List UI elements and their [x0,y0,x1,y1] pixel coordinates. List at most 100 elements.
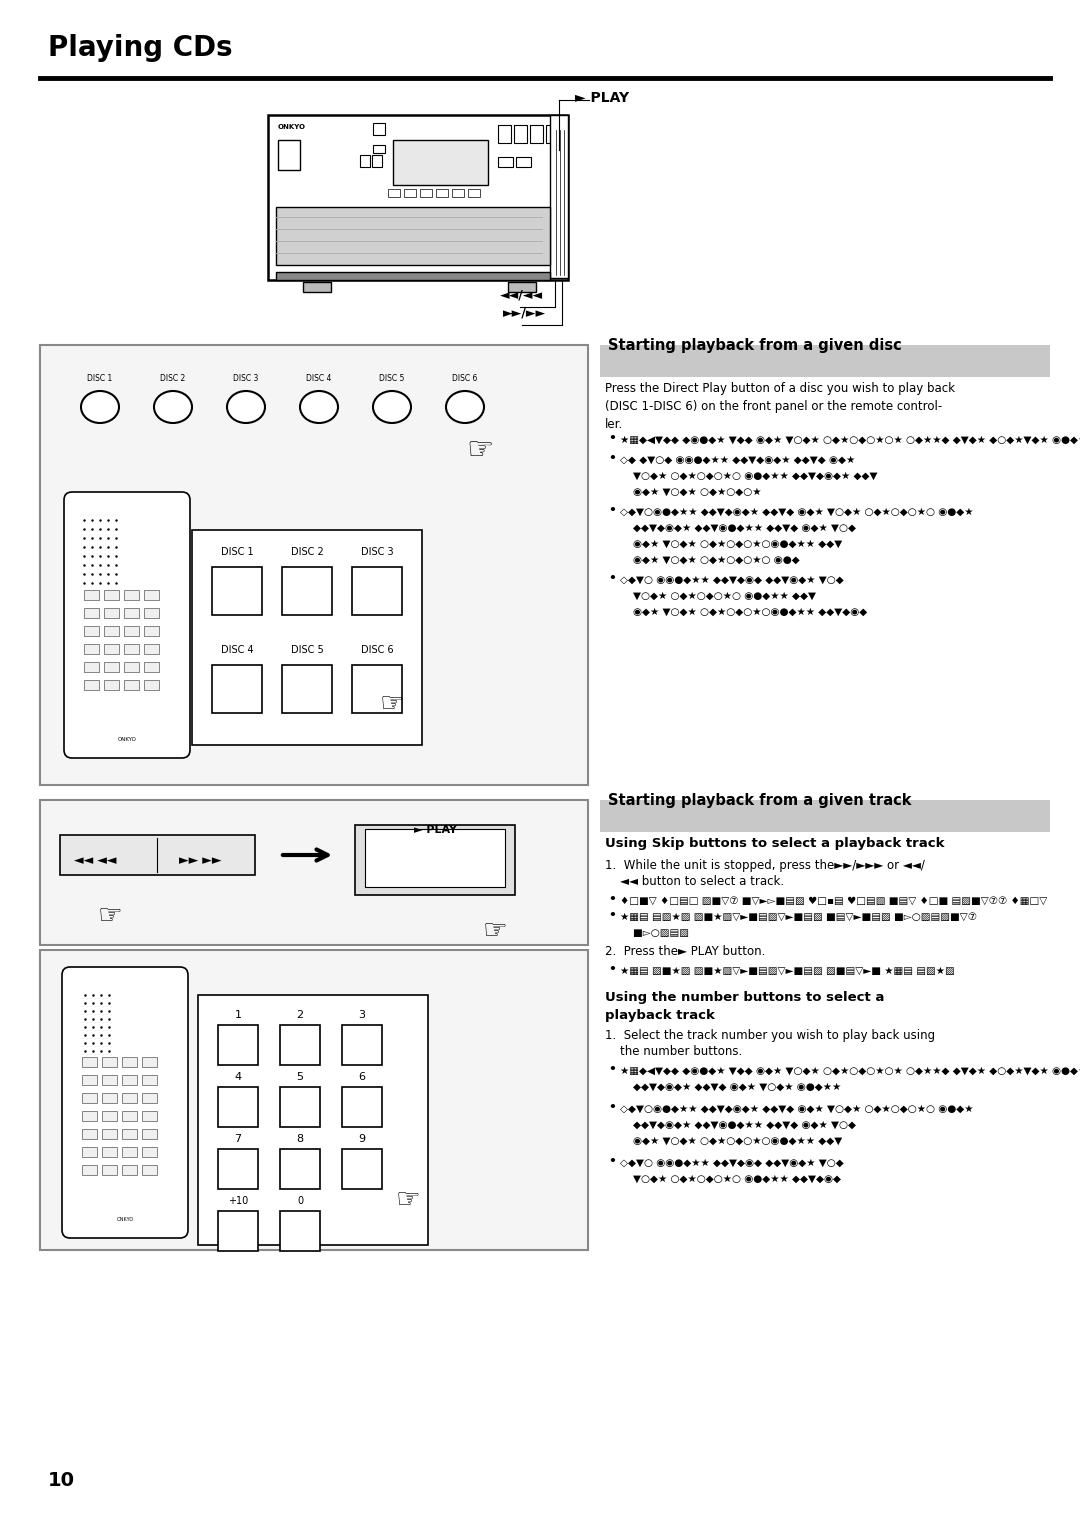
Text: ▼○◆★ ○◆★○◆○★○ ◉●◆★★ ◆◆▼◆◉◆: ▼○◆★ ○◆★○◆○★○ ◉●◆★★ ◆◆▼◆◉◆ [620,1174,841,1184]
Text: Starting playback from a given disc: Starting playback from a given disc [608,338,902,353]
Text: +10: +10 [228,1196,248,1206]
Text: DISC 2: DISC 2 [160,374,186,384]
Bar [144,662,159,672]
Bar [388,189,400,197]
Bar [124,590,139,601]
Text: playback track: playback track [605,1008,715,1022]
Text: ◉◆★ ▼○◆★ ○◆★○◆○★○◉●◆★★ ◆◆▼: ◉◆★ ▼○◆★ ○◆★○◆○★○◉●◆★★ ◆◆▼ [620,539,842,549]
Text: ★▦◆◀▼◆◆ ◆◉●◆★ ▼◆◆ ◉◆★ ▼○◆★ ○◆★○◆○★○★ ○◆★★◆ ◆▼◆★ ◆○◆★▼◆★ ◉●◆★★: ★▦◆◀▼◆◆ ◆◉●◆★ ▼◆◆ ◉◆★ ▼○◆★ ○◆★○◆○★○★ ○◆★… [620,1067,1080,1076]
Text: •: • [608,452,616,465]
Text: ► PLAY: ► PLAY [575,92,630,105]
Bar [352,567,402,614]
Bar [352,665,402,714]
Bar [84,643,99,654]
Text: •: • [608,1063,616,1076]
Bar [514,125,527,144]
Text: •: • [608,504,616,516]
Bar [144,626,159,636]
Text: ◆◆▼◆◉◆★ ◆◆▼◉●◆★★ ◆◆▼◆ ◉◆★ ▼○◆: ◆◆▼◆◉◆★ ◆◆▼◉●◆★★ ◆◆▼◆ ◉◆★ ▼○◆ [620,523,856,533]
Text: 4: 4 [234,1073,242,1082]
Text: ◇◆▼○◉●◆★★ ◆◆▼◆◉◆★ ◆◆▼◆ ◉◆★ ▼○◆★ ○◆★○◆○★○ ◉●◆★: ◇◆▼○◉●◆★★ ◆◆▼◆◉◆★ ◆◆▼◆ ◉◆★ ▼○◆★ ○◆★○◆○★○… [620,1105,973,1114]
Bar [393,141,488,185]
Text: ☞: ☞ [483,917,508,944]
Bar [104,608,119,617]
Bar [40,950,588,1250]
Text: ◇◆▼○ ◉◉●◆★★ ◆◆▼◆◉◆ ◆◆▼◉◆★ ▼○◆: ◇◆▼○ ◉◉●◆★★ ◆◆▼◆◉◆ ◆◆▼◉◆★ ▼○◆ [620,1158,843,1167]
Bar [141,1057,157,1067]
Bar [218,1149,258,1189]
Text: ► PLAY: ► PLAY [414,825,457,834]
Text: DISC 3: DISC 3 [233,374,259,384]
Text: •: • [608,963,616,976]
Bar [84,680,99,691]
Bar [516,157,531,167]
Bar [342,1149,382,1189]
Bar [498,125,511,144]
Bar [102,1076,117,1085]
Bar [144,590,159,601]
Text: Using the number buttons to select a: Using the number buttons to select a [605,992,885,1004]
Text: ◇◆▼○ ◉◉●◆★★ ◆◆▼◆◉◆ ◆◆▼◉◆★ ▼○◆: ◇◆▼○ ◉◉●◆★★ ◆◆▼◆◉◆ ◆◆▼◉◆★ ▼○◆ [620,575,843,585]
Text: 6: 6 [359,1073,365,1082]
Bar [280,1086,320,1128]
Bar [546,125,559,144]
Bar [122,1129,137,1138]
Bar [373,145,384,153]
Bar [84,662,99,672]
Bar [355,825,515,895]
Text: ★▦▤ ▤▨★▨ ▨■★▨▽►■▤▨▽►■▤▨ ■▤▽►■▤▨ ■▻○▨▤▨■▽⑦: ★▦▤ ▤▨★▨ ▨■★▨▽►■▤▨▽►■▤▨ ■▤▽►■▤▨ ■▻○▨▤▨■▽… [620,912,977,921]
Text: •: • [608,432,616,445]
Text: 0: 0 [297,1196,303,1206]
Bar [218,1025,258,1065]
Text: 7: 7 [234,1134,242,1144]
Ellipse shape [373,391,411,423]
Text: 1: 1 [234,1010,242,1021]
Text: ◄◄ ◄◄: ◄◄ ◄◄ [73,854,117,866]
Bar [124,680,139,691]
Bar [141,1111,157,1122]
Bar [102,1057,117,1067]
Bar [122,1111,137,1122]
Text: ONKYO: ONKYO [118,736,136,743]
Bar [124,626,139,636]
Text: ☞: ☞ [379,691,404,718]
Bar [102,1111,117,1122]
Text: ◇◆▼○◉●◆★★ ◆◆▼◆◉◆★ ◆◆▼◆ ◉◆★ ▼○◆★ ○◆★○◆○★○ ◉●◆★: ◇◆▼○◉●◆★★ ◆◆▼◆◉◆★ ◆◆▼◆ ◉◆★ ▼○◆★ ○◆★○◆○★○… [620,507,973,516]
Text: ►►/►►: ►►/►► [503,307,546,319]
Bar [420,189,432,197]
Text: ♦□■▽ ♦□▤□ ▨■▽⑦ ■▽►▻■▤▨ ♥□▪▤ ♥□▤▧ ■▤▽ ♦□■ ▤▨■▽⑦⑦ ♦▦□▽: ♦□■▽ ♦□▤□ ▨■▽⑦ ■▽►▻■▤▨ ♥□▪▤ ♥□▤▧ ■▤▽ ♦□■… [620,895,1048,906]
Bar [144,643,159,654]
Text: •: • [608,1155,616,1167]
Bar [141,1076,157,1085]
Bar [122,1148,137,1157]
Text: ☞: ☞ [97,902,122,931]
Bar [82,1164,97,1175]
Bar [530,125,543,144]
FancyBboxPatch shape [62,967,188,1238]
Bar [124,662,139,672]
Bar [122,1164,137,1175]
Bar [104,590,119,601]
FancyBboxPatch shape [64,492,190,758]
Text: •: • [608,571,616,585]
Bar [82,1111,97,1122]
Bar [122,1076,137,1085]
Bar [102,1093,117,1103]
Bar [212,567,262,614]
Text: ★▦◆◀▼◆◆ ◆◉●◆★ ▼◆◆ ◉◆★ ▼○◆★ ○◆★○◆○★○★ ○◆★★◆ ◆▼◆★ ◆○◆★▼◆★ ◉●◆★★ ◆◆▼: ★▦◆◀▼◆◆ ◆◉●◆★ ▼◆◆ ◉◆★ ▼○◆★ ○◆★○◆○★○★ ○◆★… [620,435,1080,445]
Ellipse shape [227,391,265,423]
Bar [342,1086,382,1128]
Text: the number buttons.: the number buttons. [605,1045,742,1057]
Text: 5: 5 [297,1073,303,1082]
Bar [144,608,159,617]
Bar [124,643,139,654]
Text: 9: 9 [359,1134,365,1144]
Bar [372,154,382,167]
Text: ◄◄/◄◄: ◄◄/◄◄ [500,289,543,303]
Bar [122,1093,137,1103]
Text: ►► ►►: ►► ►► [179,854,221,866]
Text: •: • [608,909,616,921]
Text: •: • [608,1102,616,1114]
Bar [84,608,99,617]
FancyBboxPatch shape [268,115,568,280]
